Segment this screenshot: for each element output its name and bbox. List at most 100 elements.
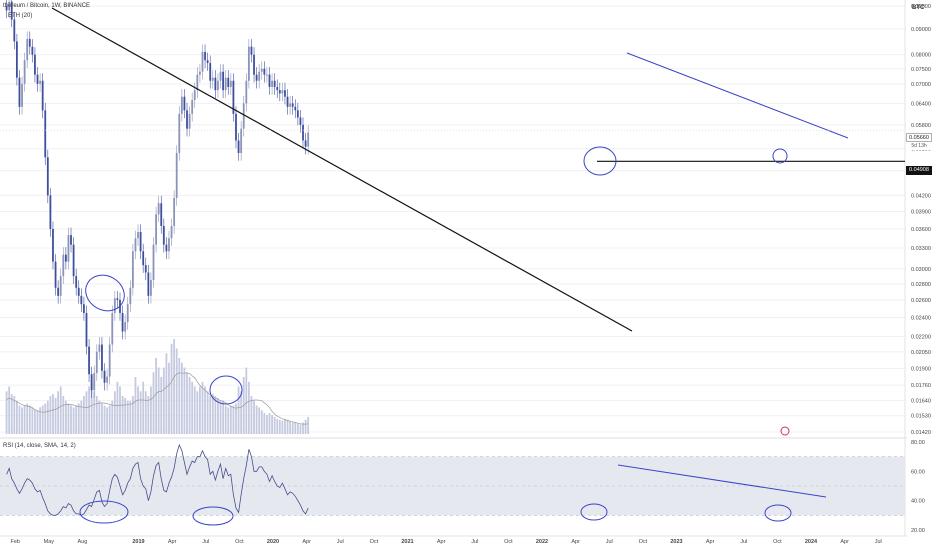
candle-body	[237, 140, 240, 153]
candle-body	[85, 312, 88, 347]
volume-bar	[67, 403, 70, 434]
candle-body	[41, 80, 44, 111]
price-axis-tick: 0.03300	[911, 246, 931, 252]
volume-bar	[276, 418, 279, 434]
level-price-tag: 0.04908	[906, 166, 932, 175]
candle-body	[157, 203, 160, 215]
candle-body	[46, 157, 49, 196]
time-axis-tick: Apr	[168, 539, 177, 545]
candle-body	[193, 90, 196, 101]
candle-body	[296, 110, 299, 118]
candle-body	[62, 254, 65, 277]
volume-bar	[196, 391, 199, 434]
volume-bar	[155, 358, 157, 434]
volume-bar	[41, 405, 44, 434]
volume-bar	[15, 400, 18, 434]
candle-body	[150, 279, 152, 296]
candle-body	[178, 113, 181, 153]
volume-bar	[232, 405, 235, 434]
currency-label[interactable]: BTC	[912, 5, 925, 11]
price-axis-tick: 0.03900	[911, 210, 931, 216]
rsi-axis-tick: 60.00	[911, 469, 925, 475]
candle-body	[273, 80, 276, 87]
highlight-circle	[209, 375, 243, 405]
volume-bar	[139, 391, 142, 434]
candle-body	[18, 77, 21, 107]
candle-body	[116, 298, 119, 300]
volume-bar	[273, 416, 276, 434]
candle-body	[209, 63, 212, 81]
volume-bar	[170, 343, 173, 434]
volume-bar	[5, 391, 8, 434]
volume-bar	[126, 400, 129, 434]
volume-bar	[131, 396, 134, 434]
candle-body	[286, 96, 289, 107]
candle-body	[170, 225, 173, 239]
volume-bar	[129, 400, 132, 434]
candle-body	[232, 80, 235, 114]
volume-bar	[95, 396, 98, 434]
candle-body	[217, 80, 219, 91]
volume-bar	[263, 413, 266, 434]
candle-body	[289, 103, 292, 107]
volume-bar	[224, 405, 227, 434]
candle-body	[142, 251, 145, 266]
volume-bar	[294, 422, 297, 434]
candle-body	[245, 80, 248, 104]
candle-body	[284, 90, 286, 97]
candle-body	[5, 6, 8, 11]
volume-bar	[175, 348, 178, 434]
volume-bar	[124, 397, 127, 434]
volume-bar	[266, 415, 268, 434]
volume-bar	[116, 381, 119, 434]
rsi-highlight-circle	[580, 503, 608, 521]
candle-body	[28, 38, 31, 47]
price-axis-tick: 0.03600	[911, 227, 931, 233]
candle-body	[162, 225, 165, 245]
volume-bar	[83, 396, 85, 434]
volume-bar	[255, 405, 258, 434]
candle-body	[124, 322, 127, 332]
price-axis-tick: 0.02600	[911, 298, 931, 304]
candle-body	[31, 46, 34, 55]
volume-bar	[268, 413, 271, 434]
candle-body	[8, 1, 11, 11]
volume-bar	[253, 400, 255, 434]
volume-bar	[23, 405, 26, 434]
candle-body	[266, 74, 268, 76]
volume-bar	[90, 381, 93, 434]
volume-bar	[286, 419, 289, 434]
volume-bar	[201, 381, 204, 434]
candle-body	[129, 287, 132, 305]
candle-body	[307, 132, 310, 147]
volume-bar	[188, 377, 191, 434]
candle-body	[278, 90, 281, 94]
rsi-header-label: RSI (14, close, SMA, 14, 2)	[3, 443, 76, 449]
candle-body	[137, 232, 139, 239]
time-axis-tick: Apr	[571, 539, 580, 545]
candle-body	[160, 203, 163, 226]
candle-body	[88, 346, 90, 375]
candle-body	[36, 74, 39, 84]
candle-body	[268, 74, 271, 87]
candle-body	[224, 77, 227, 91]
price-axis-tick: 0.02400	[911, 315, 931, 321]
volume-bar	[93, 391, 96, 434]
candle-body	[152, 244, 155, 280]
volume-bar	[113, 391, 116, 434]
volume-bar	[211, 394, 214, 434]
candle-body	[294, 106, 297, 111]
candle-body	[258, 71, 261, 81]
candle-body	[271, 80, 273, 87]
time-axis-tick: Jul	[202, 539, 209, 545]
candle-body	[101, 344, 103, 371]
volume-bar	[186, 372, 188, 434]
volume-bar	[39, 407, 41, 434]
candle-body	[121, 312, 124, 332]
candle-body	[108, 344, 111, 377]
price-axis-tick: 0.02050	[911, 350, 931, 356]
time-axis-tick: Jul	[875, 539, 882, 545]
volume-bar	[62, 396, 65, 434]
